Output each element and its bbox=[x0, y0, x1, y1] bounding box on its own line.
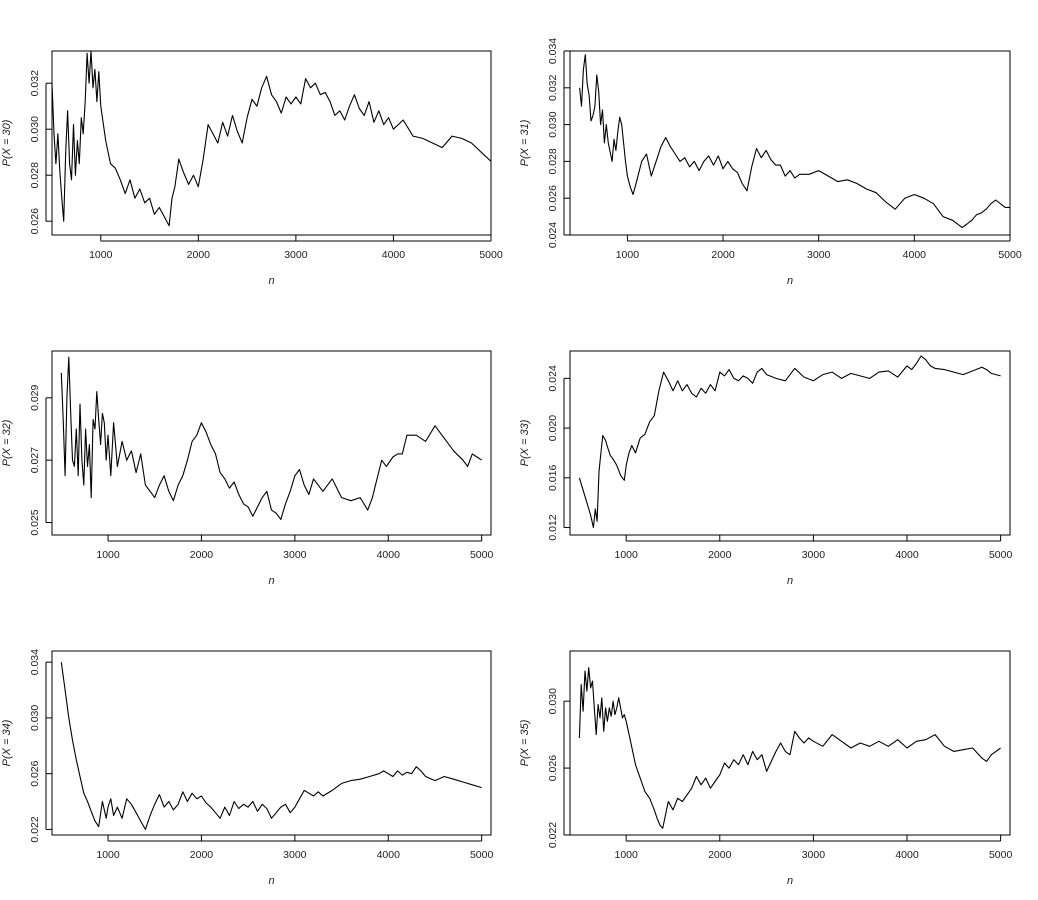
y-axis-title: P(X = 33) bbox=[519, 419, 531, 466]
y-axis-title: P(X = 35) bbox=[519, 719, 531, 766]
y-tick-label: 0.016 bbox=[547, 465, 559, 491]
x-tick-label: 3000 bbox=[802, 549, 826, 561]
x-tick-label: 1000 bbox=[616, 249, 640, 261]
x-tick-label: 4000 bbox=[382, 249, 406, 261]
series-line-0 bbox=[60, 662, 482, 830]
series-line-0 bbox=[51, 50, 492, 227]
y-tick-label: 0.034 bbox=[29, 649, 41, 675]
x-tick-label: 3000 bbox=[284, 249, 308, 261]
y-tick-label: 0.026 bbox=[29, 760, 41, 786]
y-axis-title: P(X = 30) bbox=[1, 119, 13, 166]
x-tick-label: 3000 bbox=[802, 849, 826, 861]
x-tick-label: 1000 bbox=[96, 549, 120, 561]
y-tick-label: 0.028 bbox=[29, 162, 41, 188]
y-tick-label: 0.022 bbox=[547, 822, 559, 848]
y-tick-label: 0.024 bbox=[547, 365, 559, 391]
x-tick-label: 4000 bbox=[903, 249, 927, 261]
x-tick-label: 1000 bbox=[614, 849, 638, 861]
y-tick-label: 0.030 bbox=[547, 111, 559, 137]
y-tick-label: 0.022 bbox=[29, 816, 41, 842]
plot-frame bbox=[51, 350, 492, 536]
x-tick-label: 3000 bbox=[283, 549, 307, 561]
series-line-0 bbox=[578, 667, 1001, 829]
x-tick-label: 1000 bbox=[96, 849, 120, 861]
x-tick-label: 2000 bbox=[711, 249, 735, 261]
x-tick-label: 5000 bbox=[470, 849, 494, 861]
y-tick-label: 0.024 bbox=[547, 222, 559, 248]
x-axis-title: n bbox=[268, 275, 274, 287]
x-tick-label: 1000 bbox=[614, 549, 638, 561]
x-tick-label: 4000 bbox=[377, 549, 401, 561]
x-axis-title: n bbox=[268, 575, 274, 587]
x-tick-label: 3000 bbox=[283, 849, 307, 861]
x-axis-title: n bbox=[268, 875, 274, 887]
y-tick-label: 0.012 bbox=[547, 514, 559, 540]
x-axis-title: n bbox=[787, 575, 793, 587]
x-tick-label: 5000 bbox=[479, 249, 503, 261]
panel-0: 1000 2000 3000 4000 5000 0.026 0.028 0.030 0.032… bbox=[1, 50, 503, 287]
panel-5: 1000 2000 3000 4000 5000 0.022 0.026 0.030 n P(X … bbox=[519, 650, 1013, 887]
panel-2: 1000 2000 3000 4000 5000 0.025 0.027 0.029 n P(X … bbox=[1, 350, 494, 587]
y-tick-label: 0.026 bbox=[29, 208, 41, 234]
x-tick-label: 4000 bbox=[895, 549, 919, 561]
x-tick-label: 2000 bbox=[708, 849, 732, 861]
plot-frame bbox=[569, 350, 1011, 536]
x-tick-label: 4000 bbox=[377, 849, 401, 861]
x-tick-label: 3000 bbox=[807, 249, 831, 261]
y-axis-title: P(X = 32) bbox=[1, 419, 13, 466]
y-tick-label: 0.030 bbox=[29, 705, 41, 731]
y-tick-label: 0.026 bbox=[547, 185, 559, 211]
y-tick-label: 0.028 bbox=[547, 148, 559, 174]
x-tick-label: 2000 bbox=[190, 849, 214, 861]
series-line-0 bbox=[60, 356, 483, 520]
x-tick-label: 5000 bbox=[989, 549, 1013, 561]
x-axis-title: n bbox=[787, 875, 793, 887]
y-tick-label: 0.034 bbox=[547, 38, 559, 64]
plot-frame bbox=[569, 50, 1011, 236]
y-tick-label: 0.029 bbox=[29, 384, 41, 410]
x-tick-label: 2000 bbox=[190, 549, 214, 561]
y-tick-label: 0.032 bbox=[547, 75, 559, 101]
y-tick-label: 0.032 bbox=[29, 70, 41, 96]
series-line-0 bbox=[579, 54, 1010, 229]
x-tick-label: 5000 bbox=[998, 249, 1022, 261]
y-tick-label: 0.030 bbox=[29, 116, 41, 142]
y-tick-label: 0.027 bbox=[29, 447, 41, 473]
y-tick-label: 0.030 bbox=[547, 688, 559, 714]
x-tick-label: 5000 bbox=[470, 549, 494, 561]
y-tick-label: 0.026 bbox=[547, 755, 559, 781]
series-line-0 bbox=[578, 355, 1001, 529]
y-axis-title: P(X = 31) bbox=[519, 119, 531, 166]
panel-4: 1000 2000 3000 4000 5000 0.022 0.026 0.030 0.034… bbox=[1, 649, 493, 887]
panel-1: 1000 2000 3000 4000 5000 0.024 0.026 0.028 0.030… bbox=[519, 38, 1022, 287]
x-tick-label: 1000 bbox=[89, 249, 113, 261]
plot-frame bbox=[51, 50, 492, 236]
panel-3: 1000 2000 3000 4000 5000 0.012 0.016 0.020 0.024… bbox=[519, 350, 1013, 587]
y-tick-label: 0.020 bbox=[547, 415, 559, 441]
plot-frame bbox=[569, 650, 1011, 836]
x-tick-label: 2000 bbox=[187, 249, 211, 261]
x-axis-title: n bbox=[787, 275, 793, 287]
y-axis-title: P(X = 34) bbox=[1, 719, 13, 766]
x-tick-label: 4000 bbox=[895, 849, 919, 861]
x-tick-label: 5000 bbox=[989, 849, 1013, 861]
y-tick-label: 0.025 bbox=[29, 509, 41, 535]
plot-frame bbox=[51, 650, 492, 836]
x-tick-label: 2000 bbox=[708, 549, 732, 561]
